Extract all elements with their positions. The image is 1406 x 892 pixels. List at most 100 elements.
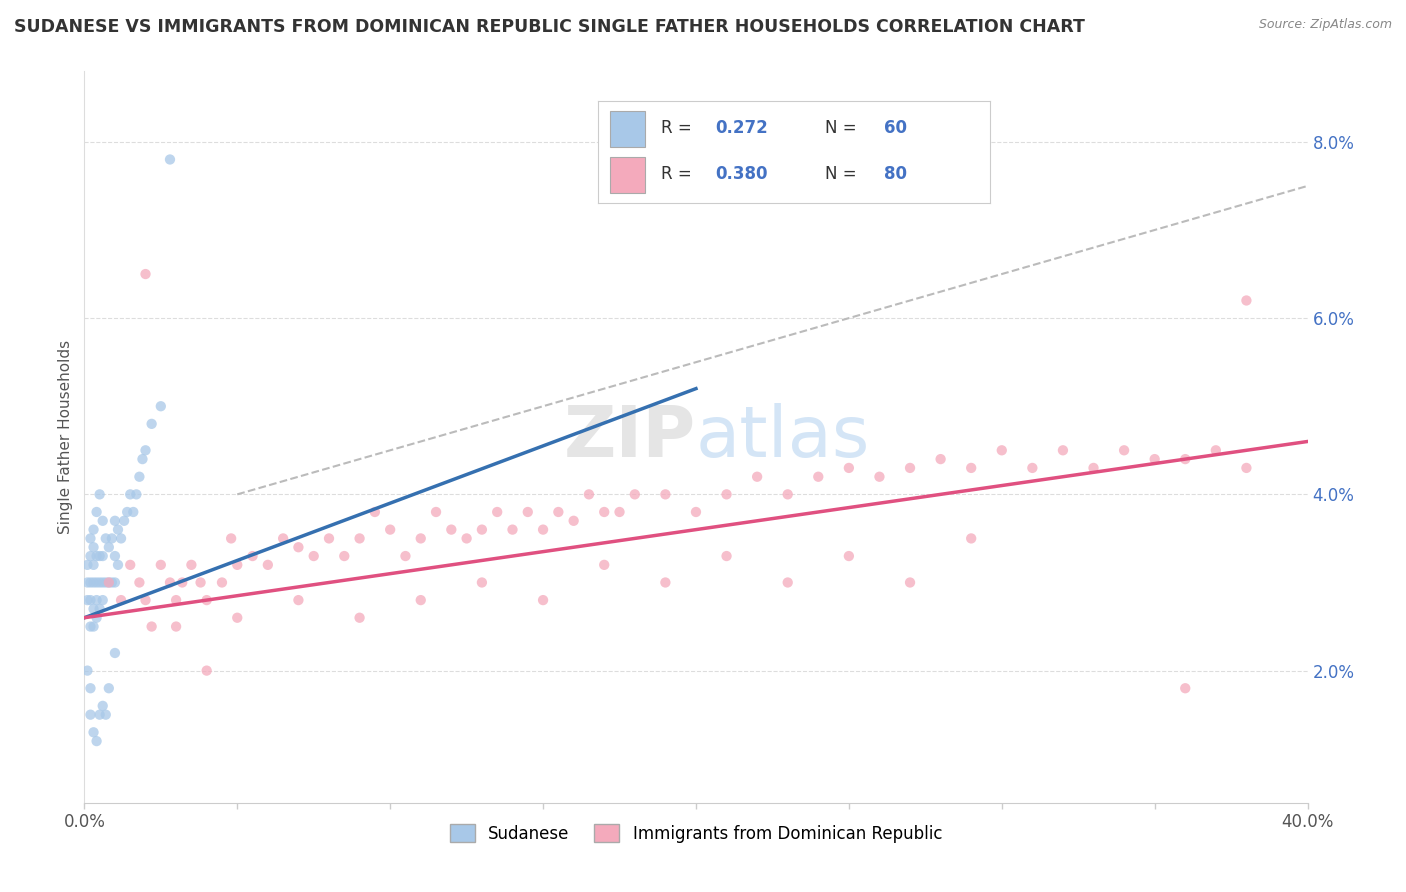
- Point: [94, 532, 117, 546]
- Point: [89, 549, 111, 563]
- Point: [94, 575, 117, 590]
- Point: [531, 593, 554, 607]
- Point: [91, 698, 114, 713]
- Point: [89, 487, 111, 501]
- Point: [409, 532, 432, 546]
- Point: [104, 575, 127, 590]
- Point: [929, 452, 952, 467]
- Point: [104, 646, 127, 660]
- Point: [79, 593, 101, 607]
- Point: [1114, 443, 1136, 458]
- Point: [83, 558, 105, 572]
- Point: [149, 399, 172, 413]
- Point: [112, 514, 135, 528]
- Point: [547, 505, 569, 519]
- Point: [104, 514, 127, 528]
- Point: [79, 532, 101, 546]
- Point: [838, 461, 860, 475]
- Point: [128, 575, 150, 590]
- Point: [128, 469, 150, 483]
- Point: [83, 602, 105, 616]
- Point: [135, 267, 157, 281]
- Point: [86, 593, 108, 607]
- Point: [257, 558, 280, 572]
- Point: [394, 549, 416, 563]
- Legend: Sudanese, Immigrants from Dominican Republic: Sudanese, Immigrants from Dominican Repu…: [443, 818, 949, 849]
- Point: [125, 487, 148, 501]
- Point: [1083, 461, 1105, 475]
- Point: [97, 540, 120, 554]
- Point: [716, 549, 738, 563]
- Point: [349, 611, 371, 625]
- Point: [685, 505, 707, 519]
- Point: [456, 532, 478, 546]
- Point: [349, 532, 371, 546]
- Point: [86, 734, 108, 748]
- Point: [97, 681, 120, 696]
- Point: [135, 443, 157, 458]
- Point: [83, 523, 105, 537]
- Point: [211, 575, 233, 590]
- Point: [76, 664, 98, 678]
- Point: [101, 575, 124, 590]
- Point: [302, 549, 325, 563]
- Point: [97, 575, 120, 590]
- Point: [1236, 293, 1258, 308]
- Text: ZIP: ZIP: [564, 402, 696, 472]
- Point: [502, 523, 524, 537]
- Point: [107, 558, 129, 572]
- Point: [89, 707, 111, 722]
- Point: [471, 523, 494, 537]
- Point: [83, 575, 105, 590]
- Point: [131, 452, 153, 467]
- Point: [1205, 443, 1227, 458]
- Point: [425, 505, 447, 519]
- Point: [79, 549, 101, 563]
- Point: [110, 593, 132, 607]
- Point: [89, 575, 111, 590]
- Point: [531, 523, 554, 537]
- Text: Source: ZipAtlas.com: Source: ZipAtlas.com: [1258, 18, 1392, 31]
- Point: [165, 619, 187, 633]
- Point: [195, 664, 218, 678]
- Point: [960, 461, 983, 475]
- Point: [86, 611, 108, 625]
- Point: [318, 532, 340, 546]
- Point: [149, 558, 172, 572]
- Point: [562, 514, 585, 528]
- Point: [287, 593, 309, 607]
- Point: [86, 575, 108, 590]
- Point: [242, 549, 264, 563]
- Point: [91, 593, 114, 607]
- Point: [869, 469, 891, 483]
- Point: [89, 602, 111, 616]
- Point: [776, 575, 799, 590]
- Point: [516, 505, 538, 519]
- Point: [654, 487, 676, 501]
- Point: [807, 469, 830, 483]
- Point: [1174, 452, 1197, 467]
- Point: [226, 558, 249, 572]
- Point: [1021, 461, 1043, 475]
- Point: [86, 549, 108, 563]
- Point: [486, 505, 509, 519]
- Point: [747, 469, 769, 483]
- Point: [79, 707, 101, 722]
- Point: [115, 505, 138, 519]
- Point: [110, 532, 132, 546]
- Point: [76, 575, 98, 590]
- Point: [190, 575, 212, 590]
- Point: [86, 505, 108, 519]
- Point: [76, 593, 98, 607]
- Y-axis label: Single Father Households: Single Father Households: [58, 340, 73, 534]
- Point: [107, 523, 129, 537]
- Point: [172, 575, 194, 590]
- Point: [898, 461, 921, 475]
- Text: SUDANESE VS IMMIGRANTS FROM DOMINICAN REPUBLIC SINGLE FATHER HOUSEHOLDS CORRELAT: SUDANESE VS IMMIGRANTS FROM DOMINICAN RE…: [14, 18, 1085, 36]
- Point: [593, 558, 616, 572]
- Point: [83, 725, 105, 739]
- Point: [83, 540, 105, 554]
- Point: [195, 593, 218, 607]
- Point: [141, 619, 163, 633]
- Point: [135, 593, 157, 607]
